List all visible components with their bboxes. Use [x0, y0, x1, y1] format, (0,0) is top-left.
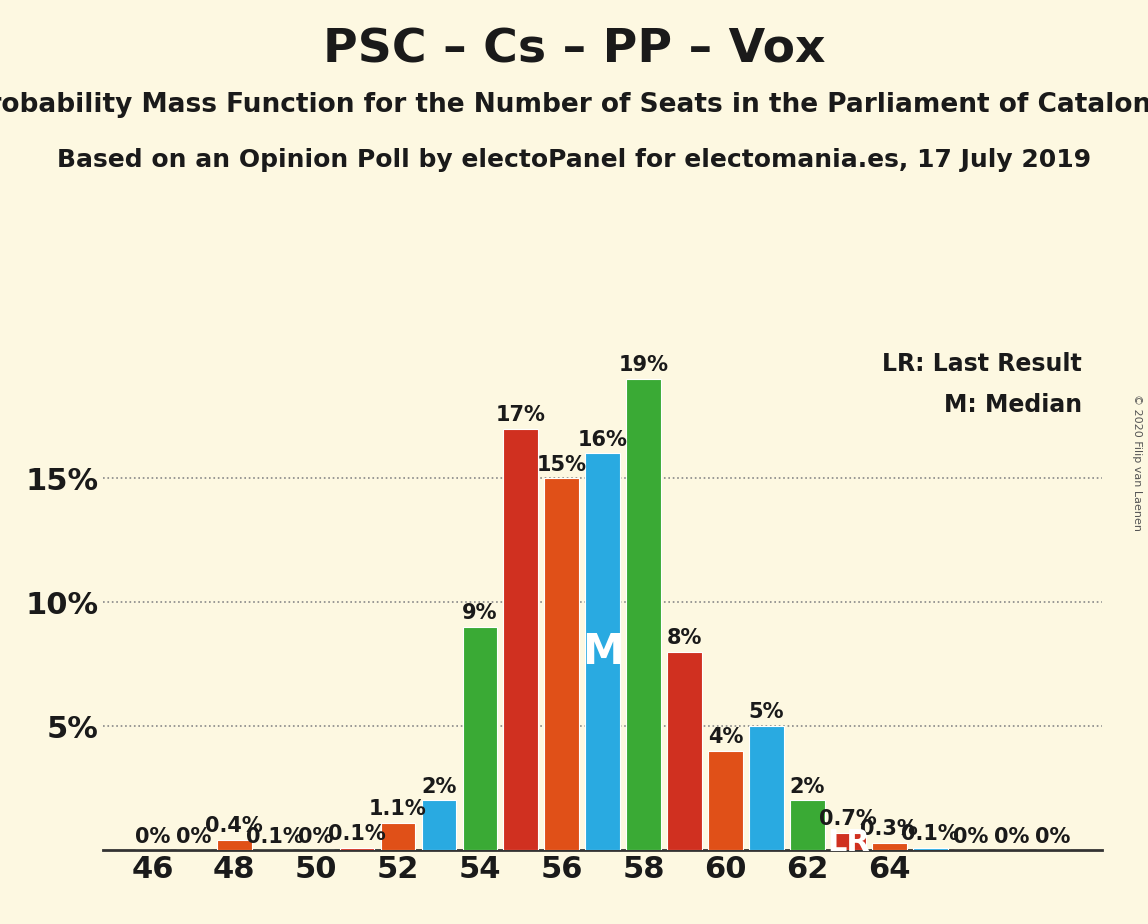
Bar	[340, 847, 374, 850]
Bar	[504, 429, 538, 850]
Text: 0.1%: 0.1%	[328, 824, 386, 844]
Text: 0%: 0%	[298, 827, 334, 847]
Text: 0%: 0%	[1035, 827, 1071, 847]
Text: 4%: 4%	[708, 727, 743, 748]
Text: 1.1%: 1.1%	[370, 799, 427, 819]
Text: M: M	[582, 631, 623, 673]
Bar	[708, 751, 743, 850]
Text: LR: LR	[827, 828, 870, 857]
Bar	[585, 454, 620, 850]
Text: 19%: 19%	[619, 356, 668, 375]
Text: 0%: 0%	[176, 827, 211, 847]
Text: M: Median: M: Median	[944, 393, 1083, 417]
Text: 2%: 2%	[421, 777, 457, 796]
Text: 5%: 5%	[748, 702, 784, 723]
Text: 0%: 0%	[994, 827, 1030, 847]
Bar	[627, 379, 661, 850]
Text: 17%: 17%	[496, 405, 545, 425]
Bar	[217, 840, 251, 850]
Text: 0%: 0%	[134, 827, 170, 847]
Bar	[667, 651, 701, 850]
Bar	[421, 800, 457, 850]
Bar	[871, 843, 907, 850]
Bar	[544, 479, 579, 850]
Text: 0.1%: 0.1%	[901, 824, 959, 844]
Bar	[913, 847, 947, 850]
Text: 0.3%: 0.3%	[860, 819, 918, 839]
Text: 0.4%: 0.4%	[205, 817, 263, 836]
Bar	[463, 627, 497, 850]
Text: PSC – Cs – PP – Vox: PSC – Cs – PP – Vox	[323, 28, 825, 73]
Text: Based on an Opinion Poll by electoPanel for electomania.es, 17 July 2019: Based on an Opinion Poll by electoPanel …	[57, 148, 1091, 172]
Text: 15%: 15%	[537, 455, 587, 475]
Bar	[790, 800, 824, 850]
Text: 0.7%: 0.7%	[820, 809, 877, 829]
Bar	[831, 833, 866, 850]
Text: 2%: 2%	[790, 777, 825, 796]
Text: 0%: 0%	[953, 827, 988, 847]
Text: 9%: 9%	[463, 603, 497, 624]
Text: 0.1%: 0.1%	[247, 827, 304, 847]
Bar	[748, 726, 784, 850]
Text: 8%: 8%	[667, 628, 703, 648]
Bar	[381, 822, 416, 850]
Text: 16%: 16%	[577, 430, 628, 450]
Text: © 2020 Filip van Laenen: © 2020 Filip van Laenen	[1132, 394, 1142, 530]
Text: LR: Last Result: LR: Last Result	[883, 352, 1083, 376]
Text: Probability Mass Function for the Number of Seats in the Parliament of Catalonia: Probability Mass Function for the Number…	[0, 92, 1148, 118]
